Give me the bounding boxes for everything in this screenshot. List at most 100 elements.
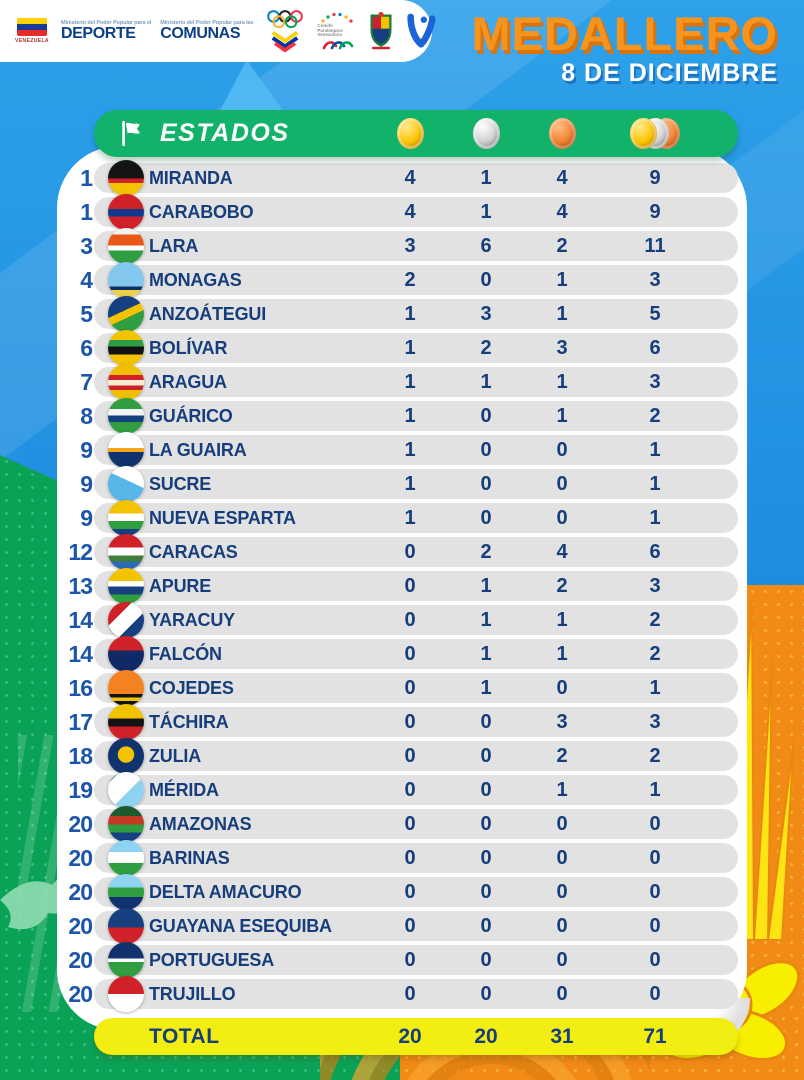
venezuela-flag-logo: VENEZUELA (12, 18, 52, 44)
state-row-pill: ARAGUA 1 1 1 3 (94, 364, 738, 400)
total-count: 0 (649, 880, 661, 903)
gold-count: 1 (404, 302, 416, 325)
table-row: 12 CARACAS 0 2 4 6 (62, 534, 738, 570)
table-row: 1 CARABOBO 4 1 4 9 (62, 194, 738, 230)
silver-count: 2 (480, 336, 492, 359)
silver-count: 0 (480, 846, 492, 869)
table-row: 20 AMAZONAS 0 0 0 0 (62, 806, 738, 842)
state-flag-icon (108, 704, 144, 740)
state-name: ANZOÁTEGUI (149, 303, 266, 324)
state-row-pill: ZULIA 0 0 2 2 (94, 738, 738, 774)
total-label: TOTAL (149, 1024, 220, 1048)
total-count: 2 (649, 608, 661, 631)
table-row: 4 MONAGAS 2 0 1 3 (62, 262, 738, 298)
bronze-medal-icon (548, 118, 576, 149)
silver-count: 0 (480, 948, 492, 971)
gold-count: 2 (404, 268, 416, 291)
bronze-count: 4 (556, 540, 568, 563)
state-row-pill: PORTUGUESA 0 0 0 0 (94, 942, 738, 978)
olympic-committee-logo (262, 9, 308, 53)
gold-count: 0 (404, 642, 416, 665)
silver-count: 0 (480, 404, 492, 427)
state-flag-icon (108, 466, 144, 502)
table-row: 20 GUAYANA ESEQUIBA 0 0 0 0 (62, 908, 738, 944)
silver-count: 1 (480, 642, 492, 665)
state-name: GUÁRICO (149, 405, 233, 426)
table-row: 6 BOLÍVAR 1 2 3 6 (62, 330, 738, 366)
silver-count: 1 (480, 574, 492, 597)
games-v-logo (405, 11, 437, 51)
total-count: 0 (649, 982, 661, 1005)
total-count: 0 (649, 948, 661, 971)
gold-count: 3 (404, 234, 416, 257)
state-flag-icon (108, 398, 144, 434)
rank: 16 (68, 674, 93, 701)
rank: 12 (68, 538, 93, 565)
silver-count: 0 (480, 268, 492, 291)
table-total-row: TOTAL 20 20 31 71 (94, 1018, 738, 1055)
table-row: 20 PORTUGUESA 0 0 0 0 (62, 942, 738, 978)
total-count: 2 (649, 404, 661, 427)
total-count: 3 (649, 574, 661, 597)
state-flag-icon (108, 772, 144, 808)
bronze-count: 0 (556, 506, 568, 529)
state-name: CARABOBO (149, 201, 254, 222)
state-name: LA GUAIRA (149, 439, 247, 460)
state-row-pill: AMAZONAS 0 0 0 0 (94, 806, 738, 842)
state-flag-icon (108, 874, 144, 910)
rank: 9 (80, 436, 93, 463)
rank: 20 (68, 980, 93, 1007)
state-flag-icon (108, 160, 144, 196)
table-row: 16 COJEDES 0 1 0 1 (62, 670, 738, 706)
silver-count: 1 (480, 200, 492, 223)
total-count: 1 (649, 472, 661, 495)
total-count: 3 (649, 370, 661, 393)
state-row-pill: APURE 0 1 2 3 (94, 568, 738, 604)
silver-count: 0 (480, 914, 492, 937)
gold-medal-icon (396, 118, 424, 149)
state-name: NUEVA ESPARTA (149, 507, 296, 528)
table-row: 8 GUÁRICO 1 0 1 2 (62, 398, 738, 434)
bronze-count: 1 (556, 302, 568, 325)
state-name: APURE (149, 575, 212, 596)
gold-count: 0 (404, 710, 416, 733)
logo-bar: VENEZUELA Ministerio del Poder Popular p… (0, 0, 437, 62)
bronze-count: 0 (556, 948, 568, 971)
state-row-pill: SUCRE 1 0 0 1 (94, 466, 738, 502)
paralympic-dots-icon (321, 12, 354, 23)
rank: 4 (80, 266, 93, 293)
deporte-ministry-logo: Ministerio del Poder Popular para el DEP… (61, 19, 152, 42)
total-count: 0 (649, 812, 661, 835)
bronze-count: 1 (556, 608, 568, 631)
state-name: ZULIA (149, 745, 201, 766)
silver-count: 1 (480, 608, 492, 631)
gold-count: 4 (404, 200, 416, 223)
table-row: 7 ARAGUA 1 1 1 3 (62, 364, 738, 400)
state-name: FALCÓN (149, 643, 222, 664)
rank: 13 (68, 572, 93, 599)
state-name: LARA (149, 235, 199, 256)
state-row-pill: LARA 3 6 2 11 (94, 228, 738, 264)
olympic-rings-icon (267, 10, 304, 53)
silver-count: 0 (480, 812, 492, 835)
state-row-pill: CARABOBO 4 1 4 9 (94, 194, 738, 230)
silver-count: 0 (480, 472, 492, 495)
state-flag-icon (108, 568, 144, 604)
bronze-count: 1 (556, 778, 568, 801)
poster-title-block: MEDALLERO 8 DE DICIEMBRE (471, 10, 778, 88)
all-medals-icon (630, 118, 680, 149)
state-flag-icon (108, 908, 144, 944)
state-flag-icon (108, 262, 144, 298)
total-count: 9 (649, 200, 661, 223)
total-count: 6 (649, 540, 661, 563)
state-flag-icon (108, 432, 144, 468)
state-name: PORTUGUESA (149, 949, 275, 970)
total-count: 0 (649, 846, 661, 869)
rank: 9 (80, 504, 93, 531)
state-flag-icon (108, 364, 144, 400)
table-row: 20 BARINAS 0 0 0 0 (62, 840, 738, 876)
state-name: BARINAS (149, 847, 230, 868)
rank: 20 (68, 912, 93, 939)
state-name: MIRANDA (149, 167, 233, 188)
table-row: 17 TÁCHIRA 0 0 3 3 (62, 704, 738, 740)
